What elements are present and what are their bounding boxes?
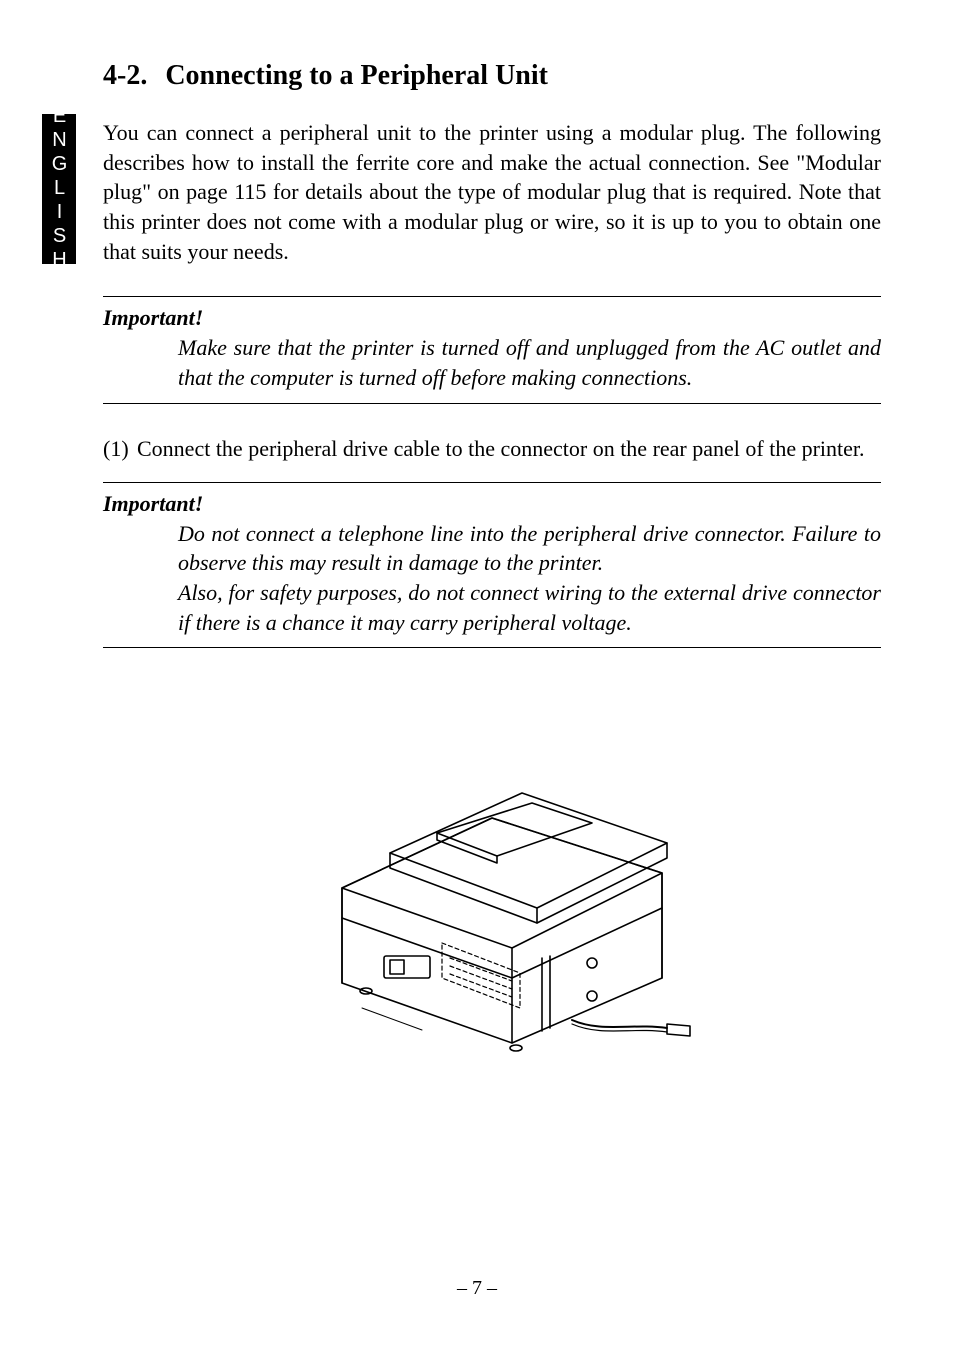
intro-paragraph: You can connect a peripheral unit to the… xyxy=(103,118,881,266)
page-content: 4-2. Connecting to a Peripheral Unit You … xyxy=(103,60,881,1068)
step-1: (1) Connect the peripheral drive cable t… xyxy=(103,434,881,464)
section-heading: 4-2. Connecting to a Peripheral Unit xyxy=(103,60,881,92)
important-callout-1: Important! Make sure that the printer is… xyxy=(103,296,881,403)
callout-body-p2: Also, for safety purposes, do not connec… xyxy=(178,578,881,637)
printer-illustration xyxy=(272,708,712,1068)
page-number: – 7 – xyxy=(0,1277,954,1300)
callout-body-p1: Do not connect a telephone line into the… xyxy=(178,519,881,578)
section-number: 4-2. xyxy=(103,60,147,92)
step-marker: (1) xyxy=(103,434,137,464)
section-title: Connecting to a Peripheral Unit xyxy=(165,60,548,91)
callout-body: Make sure that the printer is turned off… xyxy=(178,333,881,392)
callout-body: Do not connect a telephone line into the… xyxy=(178,519,881,638)
figure-container xyxy=(103,708,881,1068)
language-label: ENGLISH xyxy=(48,105,71,273)
callout-label: Important! xyxy=(103,305,881,331)
callout-label: Important! xyxy=(103,491,881,517)
important-callout-2: Important! Do not connect a telephone li… xyxy=(103,482,881,649)
step-text: Connect the peripheral drive cable to th… xyxy=(137,434,881,464)
language-tab: ENGLISH xyxy=(42,114,76,264)
